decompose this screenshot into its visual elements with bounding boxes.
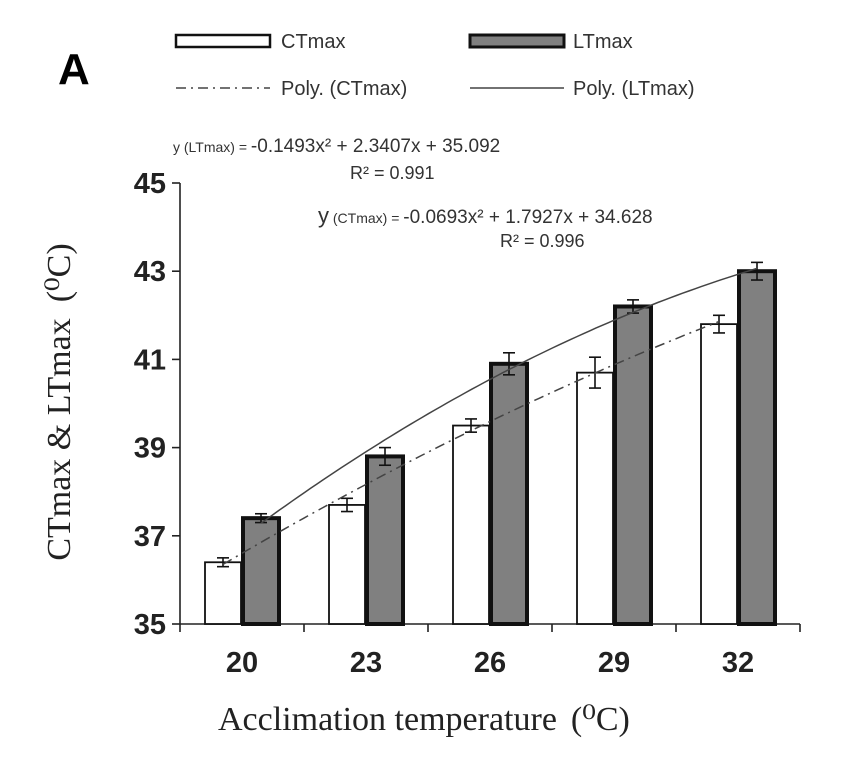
plot-area: 35 37 39 41 43 45 20 23 26 29 32 [134,168,801,679]
x-axis-title: Acclimation temperature (⁰C) [218,701,630,738]
ltmax-bar [613,304,653,626]
ctmax-bar [452,424,490,625]
ltmax-equation-prefix: y (LTmax) = [173,139,251,155]
ctmax-bar [204,561,242,625]
x-axis-unit: (⁰C) [571,701,630,738]
ctmax-bar [328,504,366,625]
legend: CTmax LTmax Poly. (CTmax) Poly. (LTmax) [174,31,695,100]
legend-poly-ltmax-label: Poly. (LTmax) [573,78,695,100]
x-tick-label: 20 [226,647,258,679]
ltmax-bar [365,454,405,627]
y-tick-label: 41 [134,344,166,376]
y-tick-label: 35 [134,609,166,641]
ltmax-r2: R² = 0.991 [350,163,435,183]
x-tick-label: 26 [474,647,506,679]
ltmax-bar [737,269,777,626]
x-tick-label: 29 [598,647,630,679]
x-tick-label: 23 [350,647,382,679]
ltmax-bar [489,361,529,626]
x-axis-title-text: Acclimation temperature [218,701,557,738]
legend-ctmax-swatch [174,33,272,49]
ctmax-equation-paren: (CTmax) = [329,210,403,226]
y-tick-label: 39 [134,433,166,465]
x-tick-label: 32 [722,647,754,679]
ctmax-equation-y: y [318,203,329,228]
panel-label: A [58,45,90,94]
legend-ltmax-label: LTmax [573,31,633,53]
ctmax-bar [576,371,614,625]
ctmax-r2: R² = 0.996 [500,231,585,251]
legend-ctmax-label: CTmax [281,31,345,53]
y-axis-title-text: CTmax & LTmax [41,318,78,560]
poly-ctmax-trendline [222,320,720,566]
legend-ltmax-swatch [468,33,566,49]
y-axis-title: CTmax & LTmax (⁰C) [41,243,78,560]
ctmax-equation: y (CTmax) = -0.0693x² + 1.7927x + 34.628 [318,203,653,228]
y-tick-label: 43 [134,256,166,288]
y-tick-label: 45 [134,168,166,200]
ltmax-equation: y (LTmax) = -0.1493x² + 2.3407x + 35.092 [173,136,500,157]
ltmax-bar [241,516,281,626]
poly-ltmax-trendline [260,267,758,524]
y-axis-unit: (⁰C) [41,243,78,302]
ctmax-bar [700,323,738,625]
legend-poly-ctmax-label: Poly. (CTmax) [281,78,407,100]
y-tick-label: 37 [134,521,166,553]
ltmax-equation-formula: -0.1493x² + 2.3407x + 35.092 [251,136,500,157]
ctmax-equation-formula: -0.0693x² + 1.7927x + 34.628 [403,207,652,228]
